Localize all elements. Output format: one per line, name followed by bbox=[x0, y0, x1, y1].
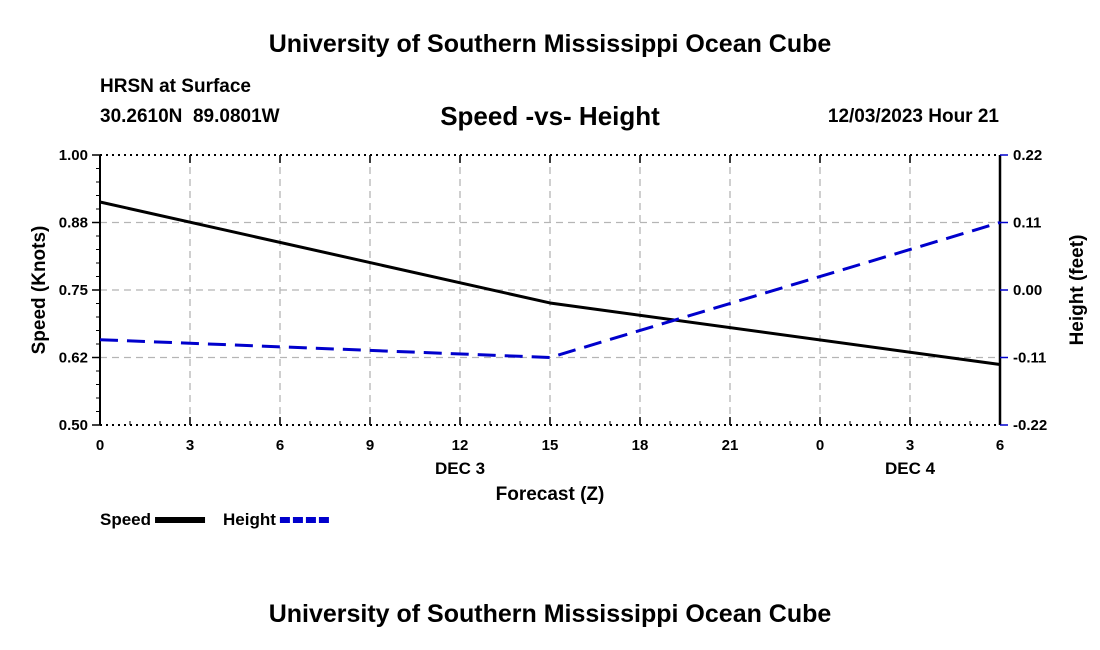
x-tick-label: 18 bbox=[632, 437, 649, 454]
x-tick-label: 0 bbox=[96, 437, 104, 454]
x-tick-label: 6 bbox=[996, 437, 1004, 454]
left-tick-label: 0.62 bbox=[59, 350, 88, 367]
legend-label-height: Height bbox=[223, 510, 276, 529]
station-coordinates: 30.2610N 89.0801W bbox=[100, 106, 280, 127]
x-tick-label: 3 bbox=[906, 437, 914, 454]
x-day-label: DEC 4 bbox=[885, 459, 936, 478]
left-tick-label: 0.50 bbox=[59, 417, 88, 434]
series-line-speed bbox=[99, 200, 1001, 367]
x-tick-label: 21 bbox=[722, 437, 739, 454]
axes bbox=[92, 154, 1008, 426]
main-title: University of Southern Mississippi Ocean… bbox=[268, 30, 832, 58]
series-lines bbox=[99, 200, 1001, 367]
left-tick-label: 0.88 bbox=[59, 215, 88, 232]
x-tick-label: 9 bbox=[366, 437, 374, 454]
right-tick-label: 0.22 bbox=[1013, 147, 1042, 164]
footer-title: University of Southern Mississippi Ocean… bbox=[268, 600, 832, 628]
legend: Speed Height bbox=[100, 510, 330, 529]
x-tick-label: 3 bbox=[186, 437, 194, 454]
axis-labels: 0 3 6 9 12 15 18 21 0 3 6 DEC 3 DEC 4 Forecast (Z) 0.5… bbox=[29, 147, 1088, 505]
series-line-height bbox=[99, 221, 1001, 359]
x-tick-label: 12 bbox=[452, 437, 469, 454]
x-tick-label: 15 bbox=[542, 437, 559, 454]
x-axis-label: Forecast (Z) bbox=[496, 484, 605, 505]
left-tick-label: 0.75 bbox=[59, 282, 88, 299]
legend-label-speed: Speed bbox=[100, 510, 151, 529]
x-tick-label: 0 bbox=[816, 437, 824, 454]
station-name: HRSN at Surface bbox=[100, 76, 251, 97]
x-tick-label: 6 bbox=[276, 437, 284, 454]
grid bbox=[100, 155, 1000, 425]
right-tick-label: 0.00 bbox=[1013, 282, 1042, 299]
left-tick-label: 1.00 bbox=[59, 147, 88, 164]
chart-subtitle: Speed -vs- Height bbox=[440, 101, 660, 131]
forecast-date: 12/03/2023 Hour 21 bbox=[827, 106, 999, 127]
left-axis-label: Speed (Knots) bbox=[29, 226, 50, 355]
right-tick-label: 0.11 bbox=[1013, 215, 1041, 232]
right-tick-label: -0.22 bbox=[1013, 417, 1047, 434]
right-tick-label: -0.11 bbox=[1013, 350, 1046, 367]
right-axis-label: Height (feet) bbox=[1067, 235, 1088, 346]
x-day-label: DEC 3 bbox=[435, 459, 485, 478]
